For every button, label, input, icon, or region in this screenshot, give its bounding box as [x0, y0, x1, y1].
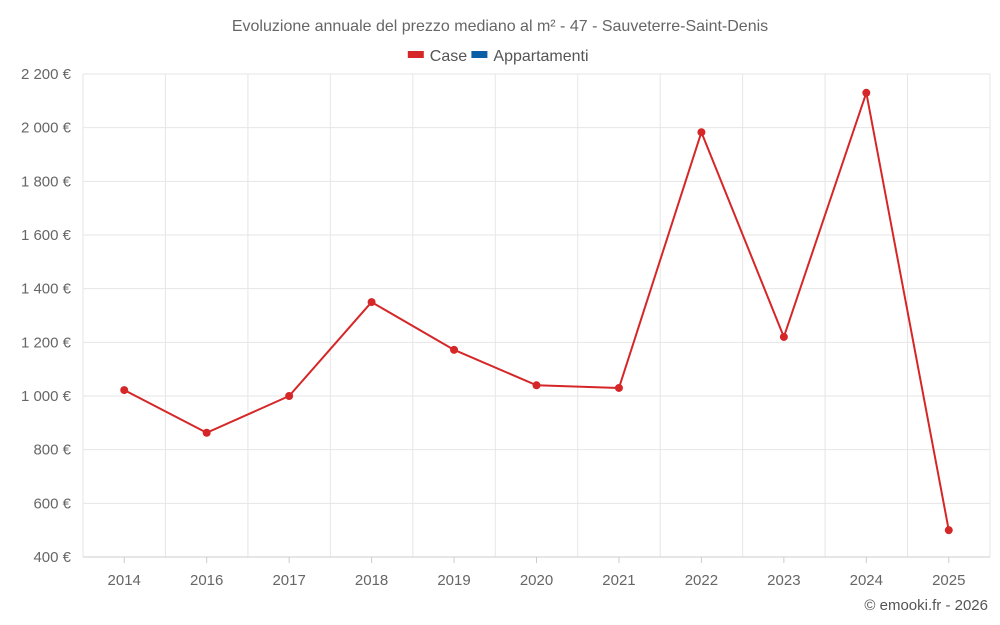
- data-point[interactable]: [202, 428, 211, 437]
- grid-lines: [82, 73, 991, 563]
- x-tick-label: 2022: [685, 572, 718, 589]
- data-point[interactable]: [120, 386, 129, 395]
- data-point[interactable]: [779, 332, 788, 341]
- data-point[interactable]: [697, 128, 706, 137]
- legend-swatch[interactable]: [471, 51, 488, 58]
- chart-title: Evoluzione annuale del prezzo mediano al…: [232, 18, 768, 35]
- data-point[interactable]: [614, 383, 623, 392]
- x-tick-label: 2019: [437, 572, 470, 589]
- x-tick-label: 2021: [602, 572, 635, 589]
- y-tick-label: 1 800 €: [21, 173, 72, 190]
- legend-label[interactable]: Appartamenti: [493, 48, 588, 65]
- data-point[interactable]: [285, 392, 294, 400]
- x-tick-label: 2024: [850, 572, 883, 589]
- y-tick-label: 800 €: [33, 442, 71, 459]
- y-axis-ticks: 400 € 600 € 800 € 1 000 € 1 200 € 1 400 € 1 60…: [21, 66, 72, 566]
- y-tick-label: 1 000 €: [21, 388, 72, 405]
- x-tick-label: 2025: [932, 572, 965, 589]
- data-point[interactable]: [944, 526, 953, 535]
- y-tick-label: 1 600 €: [21, 227, 72, 244]
- y-tick-label: 2 000 €: [21, 120, 72, 137]
- y-tick-label: 1 200 €: [21, 334, 72, 351]
- data-point[interactable]: [450, 345, 459, 354]
- data-point[interactable]: [367, 298, 376, 307]
- data-point[interactable]: [532, 381, 541, 390]
- x-tick-label: 2023: [767, 572, 800, 589]
- x-axis-ticks: 2014 2016 2017 2018 2019 2020 2021 2022 2023 2024…: [108, 572, 966, 589]
- y-tick-label: 1 400 €: [21, 281, 72, 298]
- x-tick-label: 2016: [190, 572, 223, 589]
- credit-text: © emooki.fr - 2026: [864, 597, 988, 614]
- x-tick-label: 2018: [355, 572, 388, 589]
- series-layer: [120, 88, 953, 535]
- x-tick-label: 2017: [272, 572, 305, 589]
- legend-label[interactable]: Case: [430, 48, 467, 65]
- legend: Case Appartamenti: [407, 48, 589, 65]
- y-tick-label: 2 200 €: [21, 66, 72, 83]
- x-tick-label: 2014: [108, 572, 141, 589]
- y-tick-label: 600 €: [33, 495, 71, 512]
- y-tick-label: 400 €: [33, 549, 71, 566]
- x-tick-label: 2020: [520, 572, 553, 589]
- legend-swatch[interactable]: [407, 51, 424, 58]
- data-point[interactable]: [862, 88, 871, 97]
